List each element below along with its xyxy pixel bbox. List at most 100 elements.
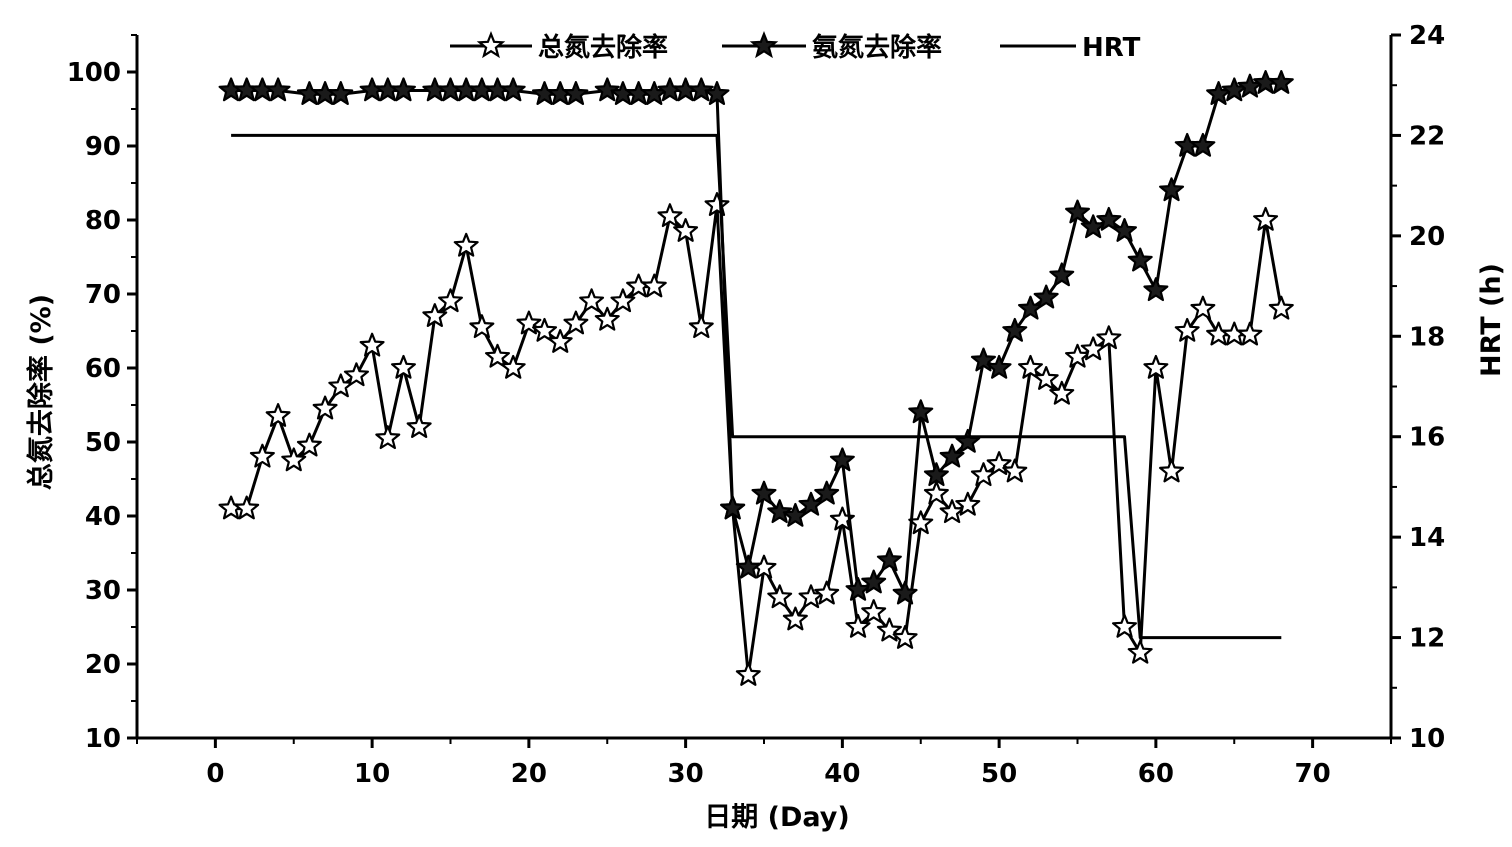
data-point-ammonia-nitrogen [1065,199,1090,224]
data-point-ammonia-nitrogen [1190,132,1216,157]
data-point-ammonia-nitrogen [265,77,291,102]
y-right-tick-label: 14 [1409,523,1445,553]
data-point-total-nitrogen [249,443,275,468]
data-point-total-nitrogen [1096,325,1122,350]
x-tick-label: 20 [511,759,547,789]
data-point-total-nitrogen [1268,295,1294,320]
data-point-total-nitrogen [610,288,636,313]
data-point-ammonia-nitrogen [845,576,871,601]
x-tick-label: 40 [824,759,860,789]
data-point-total-nitrogen [767,584,793,609]
y-left-tick-label: 60 [85,354,121,384]
data-point-total-nitrogen [1002,458,1028,483]
data-point-ammonia-nitrogen [829,447,855,472]
data-point-total-nitrogen [234,495,260,520]
x-axis: 0 10 20 30 40 50 60 70 [136,738,1392,789]
data-point-ammonia-nitrogen [328,81,354,105]
legend: 总氮去除率 氨氮去除率 HRT [450,31,1141,63]
legend-label-tn: 总氮去除率 [538,32,668,63]
data-point-total-nitrogen [845,613,871,638]
data-point-ammonia-nitrogen [1127,247,1153,272]
data-point-ammonia-nitrogen [892,580,918,605]
data-point-total-nitrogen [923,480,949,505]
series-hrt [231,133,1282,640]
data-point-total-nitrogen [265,403,291,427]
y-left-tick-label: 50 [85,428,121,458]
x-tick-label: 10 [354,759,390,789]
data-point-total-nitrogen [312,395,338,420]
data-point-total-nitrogen [641,273,667,298]
y-right-tick-label: 22 [1409,121,1445,151]
y-axis-left: 10 20 30 40 50 60 70 80 90 100 [67,34,137,754]
data-point-total-nitrogen [829,506,855,531]
y-axis-left-title: 总氮去除率 (%) [25,294,57,490]
data-point-total-nitrogen [861,599,887,623]
data-point-total-nitrogen [1065,343,1090,368]
y-right-tick-label: 10 [1409,724,1445,754]
data-point-total-nitrogen [422,303,448,327]
data-point-ammonia-nitrogen [735,554,761,579]
y-left-tick-label: 10 [85,724,121,754]
data-point-ammonia-nitrogen [923,462,949,487]
y-right-tick-label: 12 [1409,624,1445,654]
data-point-total-nitrogen [532,317,558,342]
data-point-ammonia-nitrogen [1268,70,1294,94]
data-point-ammonia-nitrogen [814,480,840,505]
data-point-ammonia-nitrogen [1143,277,1169,302]
legend-marker-nh [749,31,779,59]
legend-marker-tn [476,31,506,59]
y-axis-right-title: HRT (h) [1476,263,1507,377]
y-right-tick-label: 24 [1409,21,1445,51]
y-left-tick-label: 70 [85,280,121,310]
legend-label-hrt: HRT [1082,33,1141,63]
x-axis-title: 日期 (Day) [704,802,849,833]
data-point-total-nitrogen [1143,354,1169,379]
data-point-ammonia-nitrogen [704,81,730,105]
x-tick-label: 50 [981,759,1017,789]
data-point-ammonia-nitrogen [861,569,887,594]
data-point-total-nitrogen [281,447,307,472]
data-point-total-nitrogen [657,203,683,228]
data-point-total-nitrogen [986,451,1012,475]
data-point-ammonia-nitrogen [1080,214,1106,239]
data-point-total-nitrogen [1253,206,1279,231]
data-point-total-nitrogen [516,310,542,335]
data-point-total-nitrogen [296,432,322,457]
data-point-ammonia-nitrogen [1033,284,1059,309]
y-right-tick-label: 16 [1409,423,1445,453]
x-tick-label: 0 [206,759,224,789]
data-point-ammonia-nitrogen [1049,262,1075,287]
data-point-total-nitrogen [1237,321,1263,346]
data-point-total-nitrogen [673,218,699,242]
data-point-total-nitrogen [955,491,981,516]
x-tick-label: 60 [1138,759,1174,789]
data-point-ammonia-nitrogen [767,499,793,524]
data-point-ammonia-nitrogen [1002,317,1028,342]
data-point-total-nitrogen [1174,317,1200,342]
data-point-total-nitrogen [391,354,416,379]
y-left-tick-label: 20 [85,650,121,680]
data-point-total-nitrogen [547,329,573,353]
x-tick-label: 30 [668,759,704,789]
x-tick-label: 70 [1295,759,1331,789]
data-point-total-nitrogen [1190,295,1216,320]
data-point-total-nitrogen [1127,639,1153,664]
data-point-ammonia-nitrogen [751,480,777,505]
legend-label-nh: 氨氮去除率 [812,32,942,63]
data-point-total-nitrogen [563,310,589,335]
series-layer [218,70,1294,686]
data-point-total-nitrogen [594,306,620,331]
data-point-ammonia-nitrogen [876,547,902,572]
data-point-total-nitrogen [579,288,605,313]
data-point-total-nitrogen [1159,458,1185,483]
data-point-total-nitrogen [406,414,432,438]
data-point-total-nitrogen [939,499,965,524]
data-point-total-nitrogen [782,606,808,631]
data-point-ammonia-nitrogen [391,77,416,102]
y-left-tick-label: 80 [85,206,121,236]
data-point-ammonia-nitrogen [986,354,1012,379]
series-line-ammonia-nitrogen [231,81,1282,596]
data-point-ammonia-nitrogen [1096,206,1122,231]
y-left-tick-label: 90 [85,132,121,162]
data-point-total-nitrogen [1112,613,1137,638]
